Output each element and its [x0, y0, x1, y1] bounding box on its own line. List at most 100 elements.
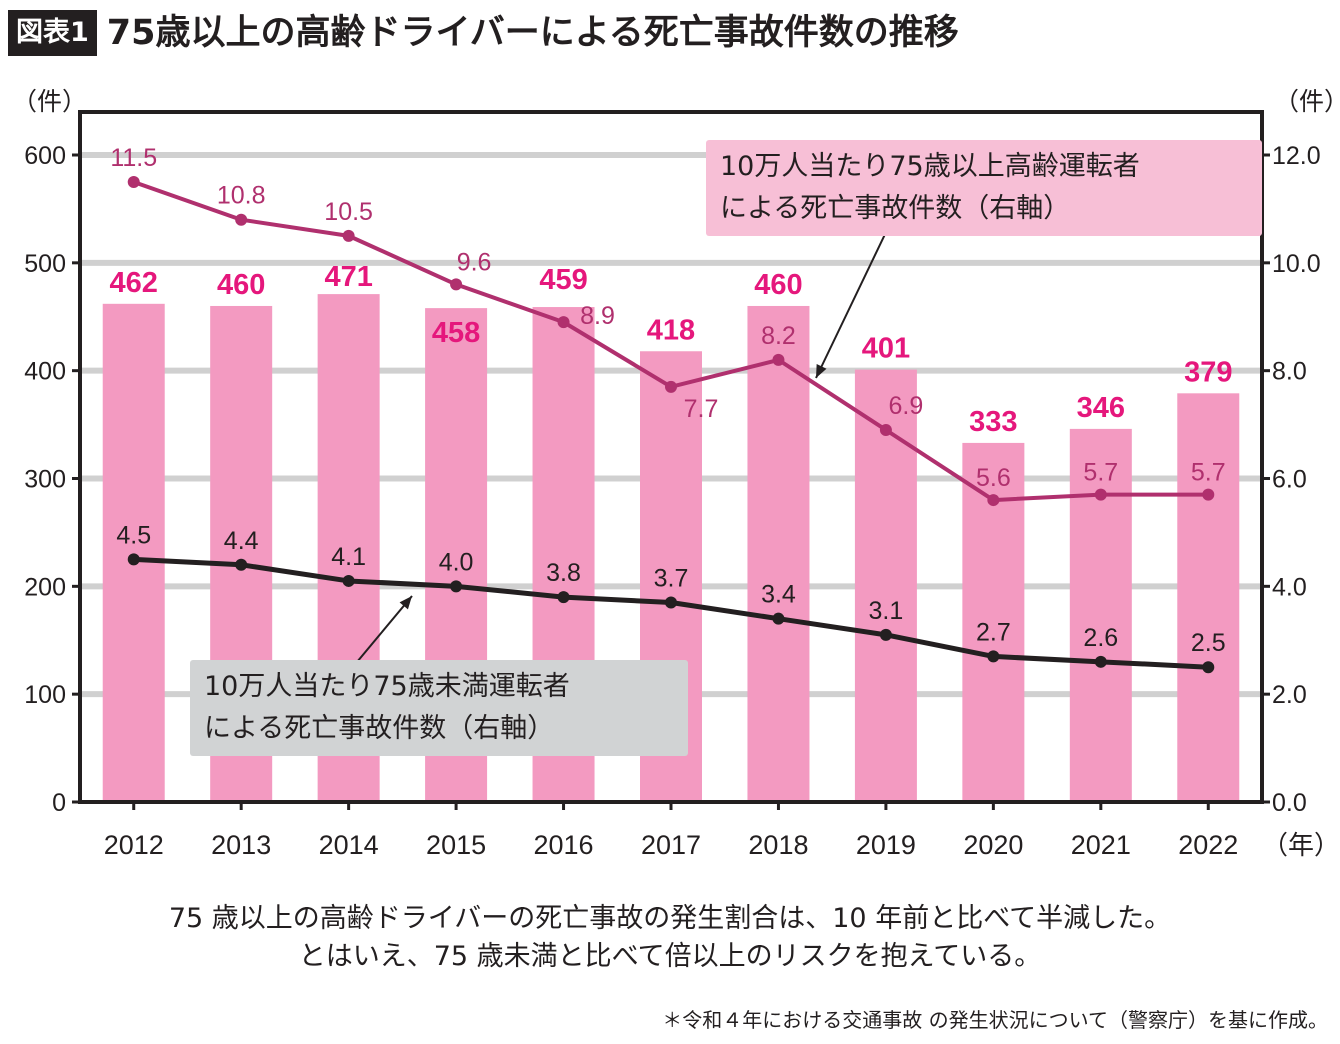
right-tick-label: 0.0	[1272, 789, 1307, 817]
left-tick-label: 400	[24, 358, 66, 386]
x-tick-label-2022: 2022	[1178, 830, 1238, 860]
left-tick-label: 200	[24, 573, 66, 601]
senior-label-2012: 11.5	[110, 144, 157, 172]
point-under75-2014	[342, 574, 355, 587]
legend-senior-text-1: 10万人当たり75歳以上高齢運転者	[720, 151, 1140, 182]
under75-label-2017: 3.7	[654, 565, 689, 593]
x-tick-label-2017: 2017	[641, 830, 701, 860]
x-tick-label-2016: 2016	[534, 830, 594, 860]
under75-label-2022: 2.5	[1191, 629, 1226, 657]
point-senior-2021	[1094, 488, 1107, 501]
point-senior-2018	[772, 353, 785, 366]
axes: 0 100 200 300 400 500 600 （件） 0.0 2.0 4.0 6.0 8.0 10.…	[12, 88, 1340, 860]
senior-label-2022: 5.7	[1191, 459, 1226, 487]
point-senior-2020	[987, 494, 1000, 507]
left-tick-label: 0	[52, 789, 66, 817]
senior-label-2019: 6.9	[889, 392, 924, 420]
bar-label-2018: 460	[754, 269, 802, 301]
x-tick-label-2012: 2012	[104, 830, 164, 860]
chart-header: 図表1 75歳以上の高齢ドライバーによる死亡事故件数の推移	[8, 8, 959, 58]
right-axis-unit: （件）	[1274, 88, 1340, 116]
arrow-senior-head	[816, 364, 827, 378]
caption-line-1: 75 歳以上の高齢ドライバーの死亡事故の発生割合は、10 年前と比べて半減した。	[168, 903, 1172, 934]
under75-label-2021: 2.6	[1083, 624, 1118, 652]
bar-label-2022: 379	[1184, 356, 1232, 388]
point-under75-2019	[879, 628, 892, 641]
left-tick-label: 100	[24, 681, 66, 709]
bar-2022	[1177, 393, 1240, 802]
bar-label-2012: 462	[110, 267, 158, 299]
under75-label-2019: 3.1	[869, 597, 904, 625]
under75-label-2016: 3.8	[546, 559, 581, 587]
senior-label-2013: 10.8	[217, 182, 266, 210]
under75-label-2012: 4.5	[116, 521, 151, 549]
left-axis-unit: （件）	[12, 88, 87, 116]
point-senior-2022	[1202, 488, 1215, 501]
legend-arrows	[351, 227, 889, 669]
x-tick-label-2013: 2013	[211, 830, 271, 860]
under75-label-2015: 4.0	[439, 548, 474, 576]
arrow-under75-shaft	[351, 595, 413, 669]
point-senior-2019	[879, 423, 892, 436]
x-tick-label-2014: 2014	[319, 830, 379, 860]
right-tick-label: 12.0	[1272, 142, 1321, 170]
point-senior-2014	[342, 229, 355, 242]
point-under75-2016	[557, 591, 570, 604]
right-tick-label: 6.0	[1272, 466, 1307, 494]
x-tick-label-2019: 2019	[856, 830, 916, 860]
senior-label-2020: 5.6	[976, 464, 1011, 492]
bar-label-2014: 471	[324, 261, 372, 293]
data-labels: 462 460 471 458 459 418 460 401 333 346 379 11.5 10.…	[110, 144, 1233, 657]
bar-label-2013: 460	[217, 269, 265, 301]
legend-under75-line: 10万人当たり75歳未満運転者 による死亡事故件数（右軸）	[190, 660, 688, 756]
x-tick-label-2015: 2015	[426, 830, 486, 860]
x-tick-label-2021: 2021	[1071, 830, 1131, 860]
bar-label-2017: 418	[647, 314, 695, 346]
right-tick-label: 8.0	[1272, 358, 1307, 386]
bar-label-2019: 401	[862, 333, 910, 365]
under75-label-2020: 2.7	[976, 618, 1011, 646]
left-tick-label: 300	[24, 466, 66, 494]
senior-label-2017: 7.7	[684, 395, 719, 423]
right-tick-label: 4.0	[1272, 573, 1307, 601]
figure-badge: 図表1	[8, 10, 97, 56]
point-senior-2013	[235, 213, 248, 226]
chart-title: 75歳以上の高齢ドライバーによる死亡事故件数の推移	[106, 13, 959, 53]
under75-label-2018: 3.4	[761, 581, 796, 609]
point-under75-2015	[450, 580, 463, 593]
bar-label-2021: 346	[1077, 392, 1125, 424]
bar-label-2015: 458	[432, 317, 480, 349]
point-under75-2020	[987, 650, 1000, 663]
senior-label-2014: 10.5	[324, 198, 373, 226]
caption-line-2: とはいえ、75 歳未満と比べて倍以上のリスクを抱えている。	[298, 941, 1042, 972]
left-tick-label: 500	[24, 250, 66, 278]
senior-label-2018: 8.2	[761, 322, 796, 350]
legend-senior-text-2: による死亡事故件数（右軸）	[720, 193, 1071, 224]
bar-label-2016: 459	[539, 264, 587, 296]
point-under75-2022	[1202, 661, 1215, 674]
senior-label-2015: 9.6	[457, 248, 492, 276]
senior-label-2021: 5.7	[1083, 459, 1118, 487]
right-tick-label: 10.0	[1272, 250, 1321, 278]
arrow-senior-shaft	[815, 227, 889, 379]
x-axis-unit: （年）	[1262, 830, 1340, 860]
legend-under75-text-2: による死亡事故件数（右軸）	[204, 713, 555, 744]
point-under75-2018	[772, 612, 785, 625]
legend-under75-text-1: 10万人当たり75歳未満運転者	[204, 671, 570, 702]
point-under75-2017	[665, 596, 677, 609]
arrow-under75-head	[399, 596, 412, 610]
senior-label-2016: 8.9	[580, 302, 615, 330]
x-tick-label-2018: 2018	[748, 830, 808, 860]
source-note: ＊令和４年における交通事故 の発生状況について（警察庁）を基に作成。	[662, 1008, 1328, 1032]
point-senior-2015	[450, 278, 463, 291]
point-senior-2012	[127, 175, 140, 188]
line-series	[127, 175, 1215, 674]
legend-senior-line: 10万人当たり75歳以上高齢運転者 による死亡事故件数（右軸）	[706, 140, 1262, 236]
x-tick-label-2020: 2020	[963, 830, 1023, 860]
point-under75-2021	[1094, 655, 1107, 668]
under75-label-2013: 4.4	[224, 527, 259, 555]
bar-2018	[747, 305, 810, 802]
point-senior-2016	[557, 316, 570, 329]
bar-2012	[102, 303, 165, 802]
right-tick-label: 2.0	[1272, 681, 1307, 709]
